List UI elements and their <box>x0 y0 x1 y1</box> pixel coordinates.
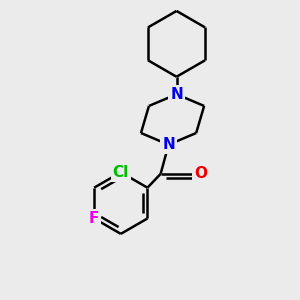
Text: O: O <box>194 167 207 182</box>
Text: Cl: Cl <box>113 165 129 180</box>
Text: F: F <box>89 211 99 226</box>
Text: N: N <box>162 137 175 152</box>
Text: N: N <box>170 87 183 102</box>
